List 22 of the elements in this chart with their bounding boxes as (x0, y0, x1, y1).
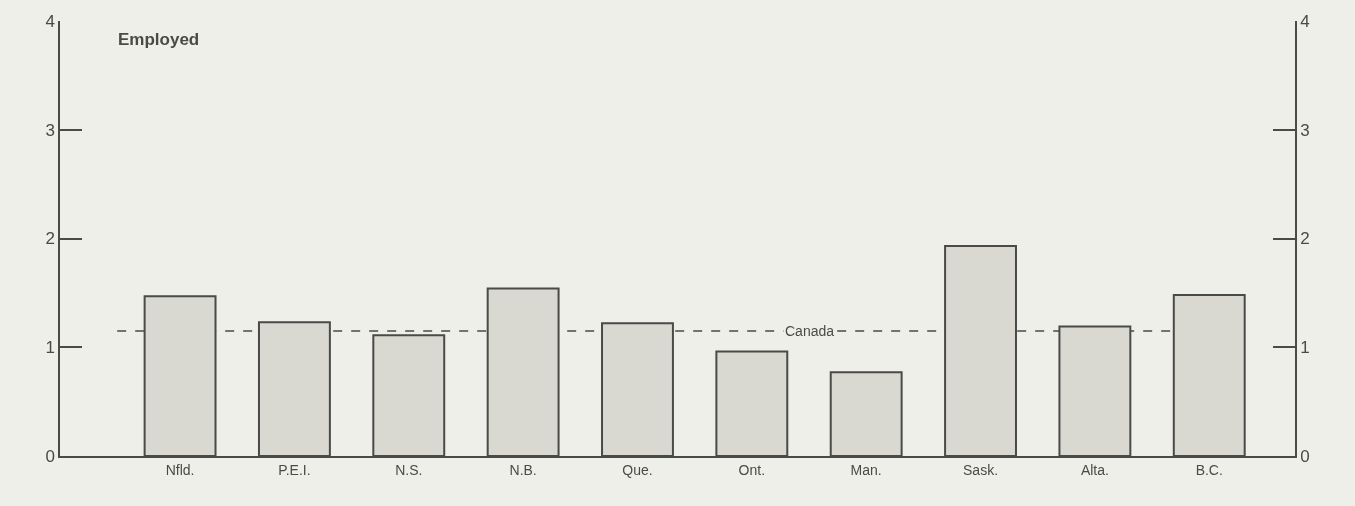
y-tick-label: 3 (45, 120, 55, 140)
y-tick-label: 0 (45, 446, 55, 466)
y2-tick-label: 3 (1300, 120, 1310, 140)
y-tick-label: 4 (45, 11, 55, 31)
y2-tick-label: 4 (1300, 11, 1310, 31)
x-tick-label: Sask. (963, 461, 999, 478)
x-tick-label: Ont. (738, 461, 766, 478)
x-tick-label: Que. (622, 461, 653, 478)
x-tick-label: N.S. (395, 461, 423, 478)
x-tick-label: N.B. (509, 461, 537, 478)
x-tick-label: P.E.I. (278, 461, 311, 478)
x-tick-label: B.C. (1195, 461, 1223, 478)
y2-tick-label: 1 (1300, 338, 1310, 358)
y-tick-label: 2 (45, 229, 55, 249)
x-tick-label: Alta. (1080, 461, 1109, 478)
y2-tick-label: 0 (1300, 446, 1310, 466)
x-tick-label: Nfld. (165, 461, 195, 478)
ref-line-label: Canada (785, 323, 835, 339)
text: Employed (118, 30, 200, 49)
x-tick-label: Man. (850, 461, 882, 478)
y2-tick-label: 2 (1300, 229, 1310, 249)
y-tick-label: 1 (45, 338, 55, 358)
